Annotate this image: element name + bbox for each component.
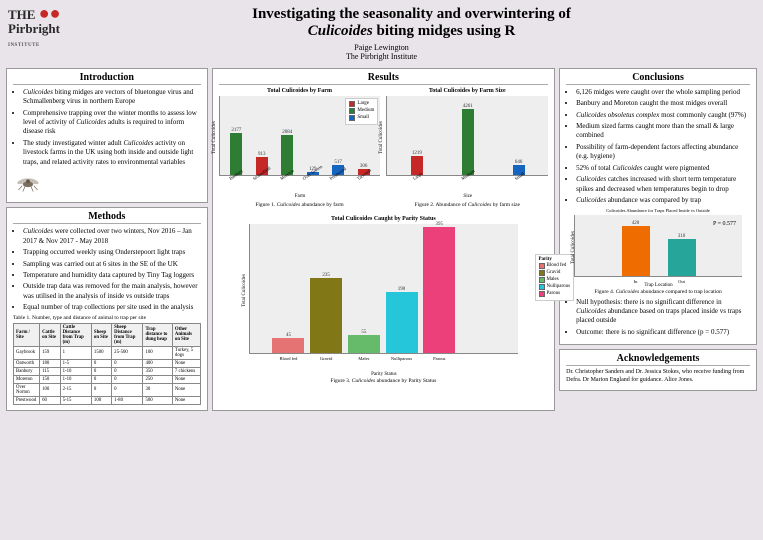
ack-section: Acknowledgements Dr. Christopher Sanders… <box>559 349 757 391</box>
results-heading: Results <box>219 72 549 85</box>
intro-section: Introduction Culicoides biting midges ar… <box>6 68 208 204</box>
results-section: Results Total Culicoides by Farm Total C… <box>212 68 556 411</box>
ack-text: Dr. Christopher Sanders and Dr. Jessica … <box>566 369 750 385</box>
fly-icon <box>13 171 43 193</box>
chart3-title: Total Culicoides Caught by Parity Status <box>219 216 549 222</box>
left-column: Introduction Culicoides biting midges ar… <box>6 68 208 411</box>
methods-heading: Methods <box>13 211 201 224</box>
chart2: Total Culicoides Size 1219Large4261Mediu… <box>386 96 548 176</box>
chart4: P = 0.577 Total Culicoides Trap Location… <box>574 215 742 277</box>
chart1-caption: Figure 1. Culicoides abundance by farm <box>219 202 381 208</box>
conclusions-section: Conclusions 6,126 midges were caught ove… <box>559 68 757 346</box>
intro-heading: Introduction <box>13 72 201 85</box>
right-column: Conclusions 6,126 midges were caught ove… <box>559 68 757 411</box>
results-column: Results Total Culicoides by Farm Total C… <box>212 68 556 411</box>
conclusions-list-a: 6,126 midges were caught over the whole … <box>566 88 750 206</box>
pvalue-text: P = 0.577 <box>713 221 736 227</box>
chart1: Total Culicoides Farm LargeMediumSmall 2… <box>219 96 381 176</box>
methods-list: Culicoides were collected over two winte… <box>13 227 201 313</box>
methods-table: Farm / SiteCattle on SiteCattle Distance… <box>13 323 201 405</box>
methods-section: Methods Culicoides were collected over t… <box>6 207 208 411</box>
author-block: Paige LewingtonThe Pirbright Institute <box>10 43 753 62</box>
logo: THE ●● Pirbright INSTITUTE <box>8 4 60 48</box>
ack-heading: Acknowledgements <box>566 353 750 366</box>
chart1-box: Total Culicoides by Farm Total Culicoide… <box>219 88 381 208</box>
intro-list: Culicoides biting midges are vectors of … <box>13 88 201 168</box>
chart1-legend: LargeMediumSmall <box>345 98 378 125</box>
chart2-caption: Figure 2. Abundance of Culicoides by far… <box>386 202 548 208</box>
chart4-title: Culicoides Abundance for Traps Placed In… <box>566 208 750 213</box>
header: THE ●● Pirbright INSTITUTE Investigating… <box>0 0 763 64</box>
conclusions-list-b: Null hypothesis: there is no significant… <box>566 298 750 338</box>
chart2-title: Total Culicoides by Farm Size <box>386 88 548 94</box>
table1-caption: Table 1. Number, type and distance of an… <box>13 315 201 321</box>
chart1-title: Total Culicoides by Farm <box>219 88 381 94</box>
chart3-caption: Figure 3. Culicoides abundance by Parity… <box>219 378 549 384</box>
chart4-caption: Figure 4. Culicoides abundance compared … <box>566 289 750 295</box>
conclusions-heading: Conclusions <box>566 72 750 85</box>
poster-title: Investigating the seasonality and overwi… <box>70 6 753 41</box>
chart3-legend: ParityBlood fedGravidMalesNulliparousPar… <box>535 254 575 301</box>
chart3: Total Culicoides Parity Status ParityBlo… <box>249 224 519 354</box>
chart2-box: Total Culicoides by Farm Size Total Culi… <box>386 88 548 208</box>
